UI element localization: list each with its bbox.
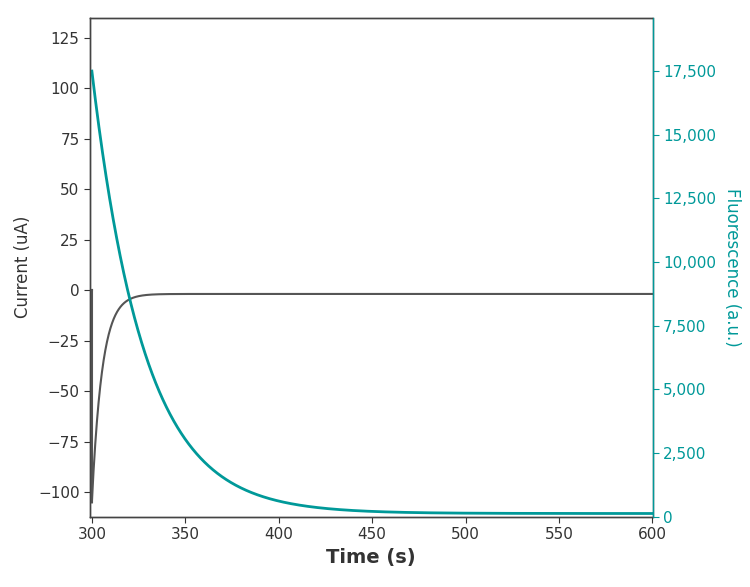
Y-axis label: Current (uA): Current (uA) — [14, 216, 32, 318]
Y-axis label: Fluorescence (a.u.): Fluorescence (a.u.) — [723, 188, 741, 346]
X-axis label: Time (s): Time (s) — [326, 548, 416, 566]
